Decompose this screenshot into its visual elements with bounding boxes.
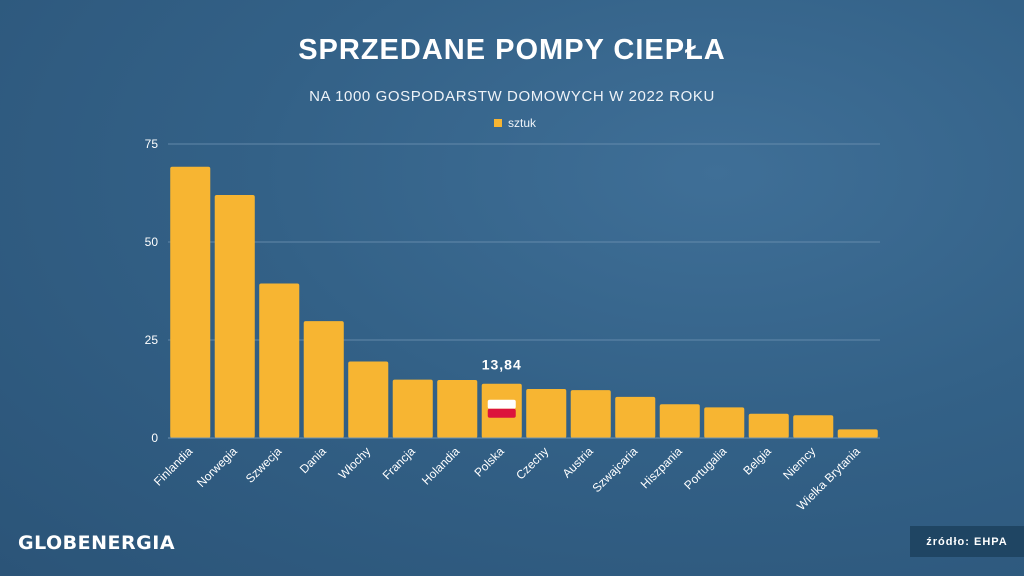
chart-subtitle: NA 1000 GOSPODARSTW DOMOWYCH W 2022 ROKU [309, 88, 715, 105]
x-tick-label: Belgia [740, 444, 774, 478]
x-tick-label: Włochy [336, 444, 374, 482]
chart-legend: sztuk [0, 116, 1024, 130]
bar [793, 415, 834, 438]
bar [837, 429, 878, 438]
x-tick-label: Szwajcaria [589, 444, 640, 495]
bar [392, 379, 433, 438]
x-tick-label: Niemcy [780, 444, 818, 482]
bar [526, 389, 567, 438]
bar [437, 379, 478, 438]
x-tick-label: Austria [560, 444, 597, 481]
bar [214, 194, 255, 438]
chart-title: SPRZEDANE POMPY CIEPŁA [298, 34, 726, 66]
x-tick-label: Dania [297, 444, 329, 476]
bar [303, 321, 344, 438]
x-tick-label: Czechy [513, 444, 551, 482]
legend-swatch [493, 119, 502, 127]
x-tick-label: Szwecja [243, 444, 285, 486]
bar [748, 413, 789, 438]
x-tick-label: Finlandia [151, 444, 196, 489]
x-tick-label: Polska [471, 444, 507, 480]
y-tick-label: 0 [151, 431, 158, 445]
poland-flag-icon [487, 399, 516, 418]
flag-white-stripe [487, 399, 516, 409]
bar [704, 407, 745, 438]
bar [615, 396, 656, 438]
x-tick-label: Holandia [419, 444, 463, 488]
bar [348, 361, 389, 438]
y-tick-label: 50 [145, 235, 159, 249]
source-badge: źródło: EHPA [910, 526, 1024, 557]
y-tick-label: 25 [145, 333, 159, 347]
x-tick-label: Portugalia [681, 444, 729, 492]
bar [659, 404, 700, 438]
bar [170, 166, 211, 438]
bar [259, 283, 300, 438]
x-tick-label: Norwegia [194, 444, 240, 490]
globenergia-logo: GLOBENERGIA [18, 532, 176, 554]
legend-label: sztuk [507, 116, 536, 130]
x-tick-label: Hiszpania [638, 444, 685, 491]
data-label-polska: 13,84 [482, 357, 522, 373]
y-tick-label: 75 [145, 137, 159, 151]
flag-red-stripe [487, 408, 516, 418]
x-tick-label: Francja [380, 444, 418, 482]
bar [570, 390, 611, 438]
